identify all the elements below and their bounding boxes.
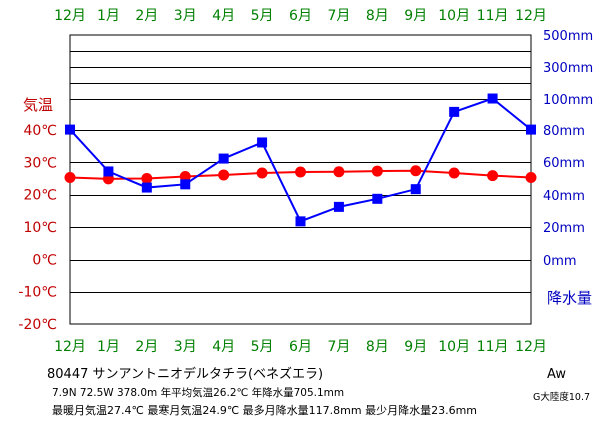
month-label: 1月 [97,8,120,24]
month-label: 12月 [515,8,547,24]
precipitation-line [69,97,532,223]
month-label: 5月 [251,8,274,24]
precipitation-point [526,124,536,135]
temperature-point [64,172,76,184]
precipitation-point [333,201,344,212]
grid-lines [69,34,532,325]
precipitation-point [372,193,383,204]
temperature-axis-label: 気温 [23,96,53,114]
temperature-tick-label: 30℃ [23,155,57,171]
precipitation-tick-label: 60mm [543,156,585,171]
temperature-tick-label: 40℃ [23,123,57,139]
temperature-point [333,166,345,178]
precipitation-point [218,153,229,164]
precipitation-axis-ticks: 500mm 300mm 100mm 80mm 60mm 40mm 20mm 0mm [543,29,593,269]
temperature-point [371,165,383,177]
temperature-point [218,169,230,181]
month-label: 7月 [327,339,350,355]
precipitation-tick-label: 40mm [543,189,585,204]
month-label: 6月 [289,339,312,355]
temperature-tick-label: 0℃ [32,252,57,268]
precipitation-series [65,93,536,227]
month-labels-bottom: 12月 1月 2月 3月 4月 5月 6月 7月 8月 9月 10月 11月 12月 [54,339,547,355]
precipitation-point [103,166,114,177]
precipitation-point [487,93,498,104]
climate-class: G大陸度10.7 [533,392,591,403]
temperature-tick-label: 10℃ [23,220,57,236]
month-label: 12月 [515,339,547,355]
month-label: 4月 [212,8,235,24]
month-label: 2月 [135,339,158,355]
precipitation-point [410,184,421,195]
temperature-point [256,167,268,179]
temperature-point [487,170,499,182]
month-label: 10月 [438,8,470,24]
month-label: 8月 [366,339,389,355]
month-label: 12月 [54,8,86,24]
month-label: 5月 [251,339,274,355]
month-labels-top: 12月 1月 2月 3月 4月 5月 6月 7月 8月 9月 10月 11月 12月 [54,8,547,24]
month-label: 8月 [366,8,389,24]
temperature-point [141,173,153,184]
precipitation-axis-label: 降水量 [547,289,592,307]
precipitation-tick-label: 300mm [543,61,593,76]
precipitation-point [295,216,306,227]
temperature-tick-label: -10℃ [18,285,57,301]
month-label: 3月 [174,339,197,355]
precipitation-point [65,124,75,135]
month-label: 9月 [404,8,427,24]
month-label: 7月 [327,8,350,24]
temperature-axis-ticks: 40℃ 30℃ 20℃ 10℃ 0℃ -10℃ -20℃ [18,123,57,333]
precipitation-tick-label: 0mm [543,254,577,269]
station-extremes: 最暖月気温27.4℃ 最寒月気温24.9℃ 最多月降水量117.8mm 最少月降… [52,404,478,417]
station-coordinates: 7.9N 72.5W 378.0m 年平均気温26.2℃ 年降水量705.1mm [52,387,345,399]
temperature-series [64,165,537,185]
month-label: 9月 [404,339,427,355]
month-label: 4月 [212,339,235,355]
precipitation-tick-label: 20mm [543,221,585,236]
month-label: 11月 [477,8,509,24]
temperature-point [295,166,306,178]
temperature-point [525,172,537,184]
precipitation-point [257,137,268,148]
precipitation-tick-label: 80mm [543,124,585,139]
temperature-tick-label: 20℃ [23,188,57,204]
precipitation-point [180,179,191,190]
precipitation-tick-label: 100mm [543,93,593,108]
temperature-point [448,167,460,179]
precipitation-point [141,182,152,193]
month-label: 2月 [135,8,158,24]
temperature-point [410,165,422,177]
temperature-tick-label: -20℃ [18,317,57,333]
month-label: 11月 [477,339,509,355]
station-title: 80447 サンアントニオデルタチラ(ベネズエラ) [47,367,324,382]
temperature-point [179,171,191,183]
month-label: 6月 [289,8,312,24]
month-label: 3月 [174,8,197,24]
precipitation-tick-label: 500mm [543,29,593,44]
precipitation-point [449,106,460,117]
month-label: 1月 [97,339,120,355]
climate-code: Aw [547,367,566,382]
month-label: 12月 [54,339,86,355]
month-label: 10月 [438,339,470,355]
